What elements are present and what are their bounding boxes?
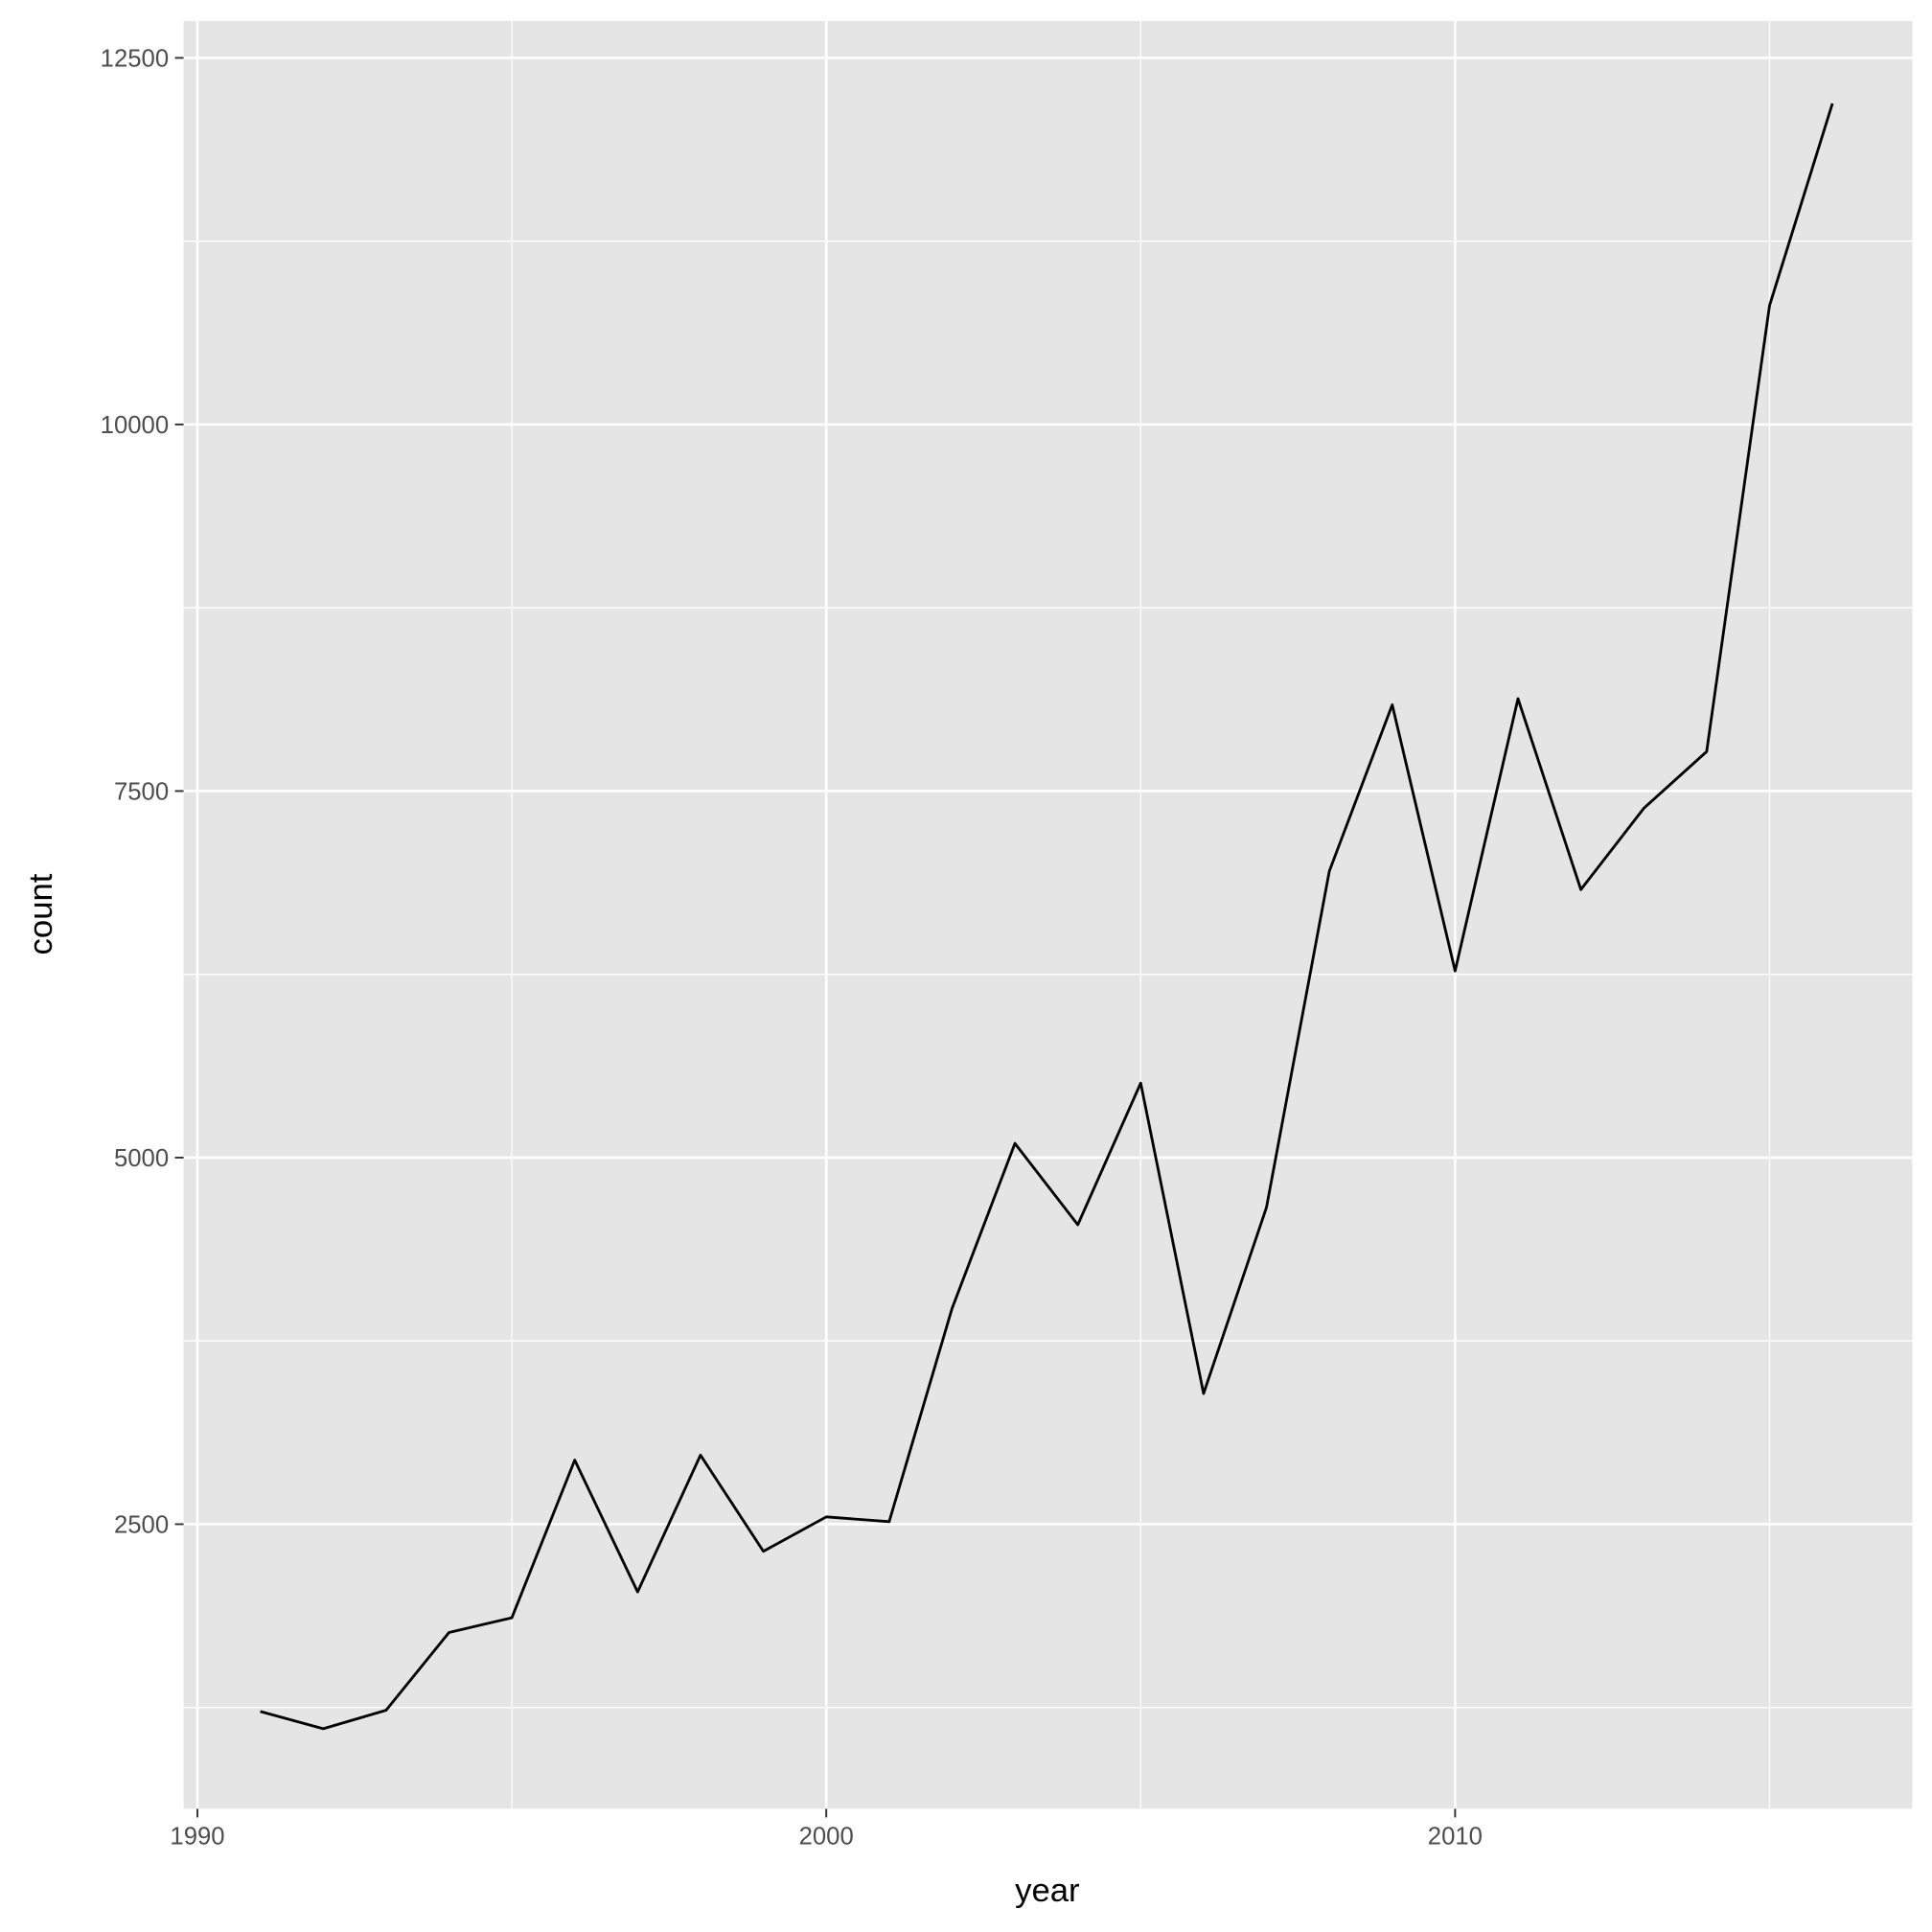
- data-line: [260, 103, 1834, 1731]
- y-tick-label: 2500: [114, 1511, 169, 1538]
- panel: [183, 20, 1913, 1809]
- x-tick-label: 2010: [1428, 1824, 1483, 1851]
- marks: [260, 103, 1834, 1731]
- x-tick-label: 1990: [170, 1824, 224, 1851]
- y-tick-label: 5000: [114, 1145, 169, 1172]
- x-tick-label: 2000: [799, 1824, 854, 1851]
- y-tick-label: 12500: [101, 45, 169, 72]
- y-tick-label: 10000: [101, 412, 169, 439]
- grid: [183, 20, 1913, 1809]
- x-axis-title: year: [1015, 1873, 1080, 1909]
- y-axis-title: count: [23, 873, 59, 954]
- axes: 2500 5000 7500 10000 12500 1990 2000 2010: [101, 45, 1483, 1850]
- y-tick-label: 7500: [114, 778, 169, 805]
